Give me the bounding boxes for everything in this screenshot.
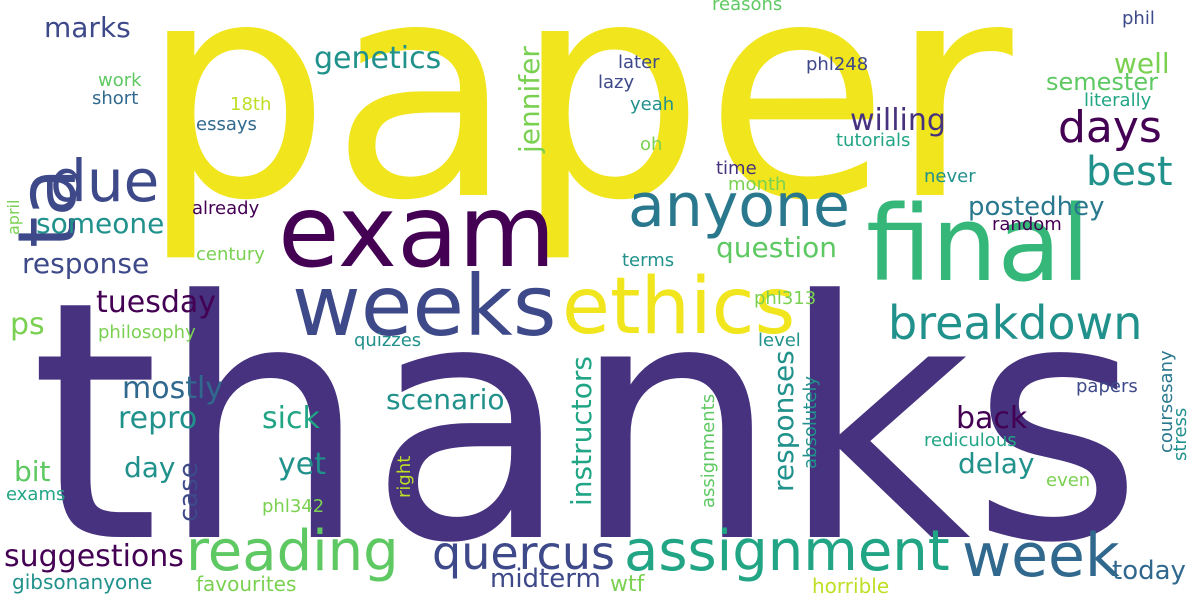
cloud-word-quercus: quercus — [432, 526, 615, 580]
cloud-word-month: month — [728, 174, 787, 195]
cloud-word-days: days — [1058, 102, 1162, 153]
cloud-word-assignments: assignments — [698, 394, 719, 509]
cloud-word-yeah: yeah — [630, 94, 675, 115]
cloud-word-even: even — [1046, 470, 1091, 491]
cloud-word-right: right — [394, 456, 415, 499]
cloud-word-midterm: midterm — [490, 564, 601, 594]
cloud-word-already: already — [192, 198, 260, 219]
cloud-word-philosophy: philosophy — [98, 322, 196, 343]
cloud-word-assignment: assignment — [624, 519, 950, 584]
cloud-word-level: level — [758, 330, 801, 351]
cloud-word-oh: oh — [640, 134, 663, 155]
cloud-word-due: due — [50, 147, 160, 215]
cloud-word-well: well — [1114, 47, 1170, 80]
cloud-word-phl313: phl313 — [754, 288, 817, 309]
cloud-word-wtf: wtf — [610, 572, 645, 597]
cloud-word-delay: delay — [958, 447, 1035, 480]
cloud-word-papers: papers — [1076, 376, 1138, 397]
cloud-word-case: case — [174, 462, 204, 522]
cloud-word-week: week — [962, 521, 1120, 591]
cloud-word-time: time — [716, 158, 757, 179]
cloud-word-yet: yet — [278, 447, 326, 482]
cloud-word-someone: someone — [36, 207, 165, 240]
cloud-word-ps: ps — [10, 307, 45, 342]
cloud-word-absolutely: absolutely — [800, 376, 821, 470]
cloud-word-semester: semester — [1046, 68, 1158, 96]
cloud-word-horrible: horrible — [812, 574, 890, 598]
cloud-word-april: april — [4, 200, 23, 236]
cloud-word-gibsonanyone: gibsonanyone — [12, 570, 153, 594]
cloud-word-anyone: anyone — [628, 171, 850, 241]
cloud-word-willing: willing — [850, 103, 946, 138]
cloud-word-literally: literally — [1084, 90, 1152, 111]
cloud-word-phl248: phl248 — [806, 54, 869, 75]
cloud-word-terms: terms — [622, 250, 675, 271]
cloud-word-scenario: scenario — [386, 383, 505, 416]
cloud-word-thanks: thanks — [30, 231, 1143, 600]
cloud-word-breakdown: breakdown — [888, 296, 1143, 350]
cloud-word-favourites: favourites — [196, 572, 297, 596]
cloud-word-paper: paper — [140, 0, 1013, 266]
cloud-word-never: never — [924, 166, 976, 187]
cloud-word-quizzes: quizzes — [354, 330, 422, 351]
cloud-word-responses: responses — [767, 350, 800, 492]
cloud-word-day: day — [124, 451, 176, 484]
cloud-word-reasons: reasons — [712, 0, 783, 15]
cloud-word-tuesday: tuesday — [96, 285, 217, 320]
cloud-word-century: century — [196, 244, 265, 265]
cloud-word-suggestions: suggestions — [4, 539, 184, 574]
cloud-word-work: work — [98, 70, 142, 91]
cloud-word-phl342: phl342 — [262, 496, 325, 517]
cloud-word-exam: exam — [278, 173, 556, 290]
cloud-word-phil: phil — [1122, 8, 1155, 29]
cloud-word-18th: 18th — [230, 94, 272, 115]
cloud-word-jennifer: jennifer — [513, 46, 546, 153]
cloud-word-response: response — [22, 247, 150, 280]
cloud-word-short: short — [92, 88, 139, 109]
cloud-word-exams: exams — [6, 484, 66, 505]
cloud-word-tutorials: tutorials — [836, 130, 911, 151]
cloud-word-bit: bit — [14, 455, 51, 488]
cloud-word-marks: marks — [44, 11, 131, 44]
cloud-word-later: later — [618, 52, 660, 73]
cloud-word-ethics: ethics — [562, 262, 796, 352]
cloud-word-stress: stress — [1170, 408, 1191, 462]
cloud-word-question: question — [716, 231, 837, 264]
cloud-word-rediculous: rediculous — [924, 430, 1017, 451]
cloud-word-today: today — [1112, 556, 1186, 586]
cloud-word-best: best — [1086, 149, 1173, 195]
cloud-word-random: random — [992, 214, 1062, 235]
cloud-word-final: final — [866, 183, 1091, 305]
cloud-word-repro: repro — [118, 401, 198, 436]
cloud-word-essays: essays — [196, 114, 257, 135]
cloud-word-weeks: weeks — [292, 257, 557, 355]
cloud-word-back: back — [956, 401, 1028, 436]
cloud-word-mostly: mostly — [122, 371, 224, 406]
cloud-word-sick: sick — [262, 401, 320, 436]
cloud-word-postedhey: postedhey — [968, 192, 1105, 222]
cloud-word-genetics: genetics — [314, 41, 442, 76]
cloud-word-instructors: instructors — [565, 356, 598, 506]
cloud-word-reading: reading — [186, 519, 399, 584]
cloud-word-lazy: lazy — [598, 72, 635, 93]
